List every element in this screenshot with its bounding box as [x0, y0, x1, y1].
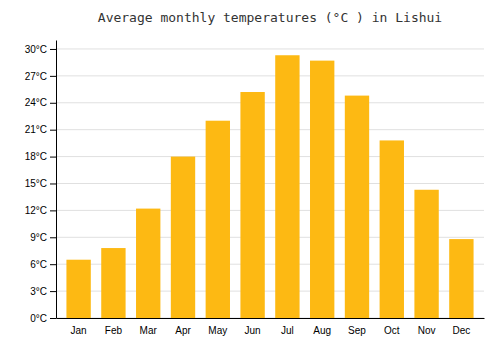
y-tick-label: 15°C	[25, 178, 47, 189]
x-tick-label: Nov	[418, 325, 436, 336]
y-tick-mark	[50, 157, 56, 158]
y-tick-mark	[50, 291, 56, 292]
y-tick-label: 9°C	[30, 232, 47, 243]
y-tick: 3°C	[30, 286, 56, 297]
x-tick: Feb	[105, 325, 123, 336]
x-axis-line	[57, 318, 485, 319]
title: Average monthly temperatures (°C ) in Li…	[98, 10, 442, 25]
grid-line	[56, 156, 484, 157]
y-tick-label: 30°C	[25, 44, 47, 55]
y-tick: 15°C	[25, 178, 56, 189]
y-tick: 6°C	[30, 259, 56, 270]
x-tick: Jun	[245, 325, 261, 336]
x-tick-label: Feb	[105, 325, 123, 336]
x-tick: Dec	[452, 325, 470, 336]
bar	[414, 190, 438, 318]
x-tick-label: Jul	[281, 325, 294, 336]
y-tick-mark	[50, 183, 56, 184]
y-axis: 0°C 3°C 6°C 9°C 12°C 15°C 18°C 21°C 24°C 27°C 30°C	[25, 41, 57, 324]
x-tick-label: Jan	[71, 325, 87, 336]
y-tick-mark	[50, 237, 56, 238]
y-tick-mark	[50, 103, 56, 104]
grid-line	[56, 48, 484, 49]
x-tick: Jan	[71, 325, 87, 336]
y-tick-mark	[50, 264, 56, 265]
y-tick: 24°C	[25, 97, 56, 108]
y-tick: 21°C	[25, 124, 56, 135]
y-tick-mark	[50, 318, 56, 319]
x-tick: Mar	[140, 325, 158, 336]
y-axis-line	[56, 41, 57, 319]
y-tick-label: 27°C	[25, 71, 47, 82]
bar	[310, 61, 334, 318]
grid-line	[56, 102, 484, 103]
x-axis: Jan Feb Mar Apr May Jun Jul Aug Sep Oct Nov Dec	[57, 319, 485, 337]
y-tick: 18°C	[25, 151, 56, 162]
y-tick-mark	[50, 130, 56, 131]
y-tick-label: 18°C	[25, 151, 47, 162]
x-tick-label: Sep	[348, 325, 366, 336]
bars	[66, 55, 473, 318]
y-tick-label: 3°C	[30, 286, 47, 297]
y-tick: 30°C	[25, 44, 56, 55]
x-tick-label: Jun	[245, 325, 261, 336]
grid-line	[56, 75, 484, 76]
y-tick-label: 12°C	[25, 205, 47, 216]
y-tick: 9°C	[30, 232, 56, 243]
bar	[66, 260, 90, 318]
bar	[136, 209, 160, 318]
grid	[56, 49, 484, 318]
x-tick-label: Aug	[313, 325, 331, 336]
y-tick: 0°C	[30, 313, 56, 324]
x-tick: May	[208, 325, 227, 336]
chart: 0°C 3°C 6°C 9°C 12°C 15°C 18°C 21°C 24°C 27°C 30°C…	[0, 0, 500, 350]
x-tick: Apr	[175, 325, 191, 336]
y-tick-label: 0°C	[30, 313, 47, 324]
y-tick-label: 24°C	[25, 97, 47, 108]
x-tick-label: Oct	[384, 325, 400, 336]
y-tick-label: 6°C	[30, 259, 47, 270]
bar	[345, 96, 369, 318]
x-tick-label: May	[208, 325, 227, 336]
bar	[240, 92, 264, 318]
bar	[449, 239, 473, 318]
y-tick: 12°C	[25, 205, 56, 216]
plot: 0°C 3°C 6°C 9°C 12°C 15°C 18°C 21°C 24°C 27°C 30°C…	[25, 41, 485, 337]
bar	[206, 121, 230, 318]
y-tick-mark	[50, 49, 56, 50]
x-tick-label: Mar	[140, 325, 158, 336]
y-tick: 27°C	[25, 71, 56, 82]
bar	[275, 55, 299, 318]
bar	[101, 248, 125, 318]
grid-line	[56, 129, 484, 130]
bar	[171, 157, 195, 318]
grid-line	[56, 183, 484, 184]
y-tick-mark	[50, 76, 56, 77]
y-tick-label: 21°C	[25, 124, 47, 135]
x-tick: Oct	[384, 325, 400, 336]
x-tick: Sep	[348, 325, 366, 336]
x-tick-label: Dec	[452, 325, 470, 336]
x-tick: Nov	[418, 325, 436, 336]
bar	[380, 140, 404, 318]
x-tick-label: Apr	[175, 325, 191, 336]
x-tick: Jul	[281, 325, 294, 336]
y-tick-mark	[50, 210, 56, 211]
x-tick: Aug	[313, 325, 331, 336]
